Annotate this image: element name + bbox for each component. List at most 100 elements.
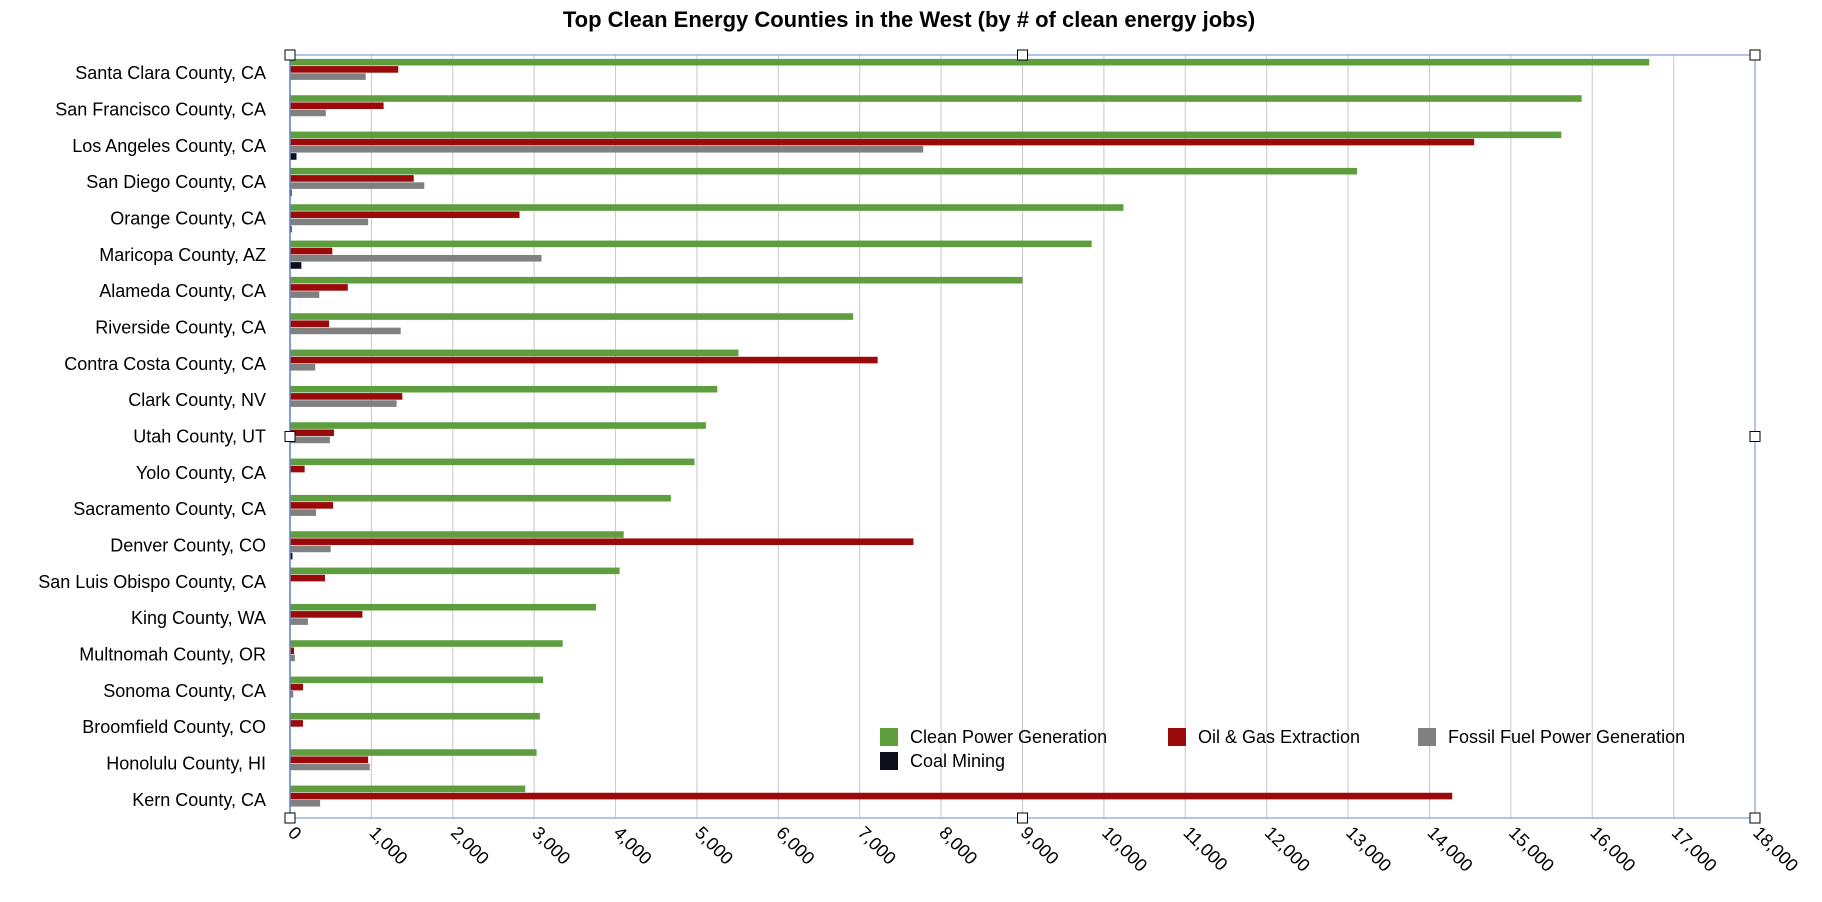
category-label: King County, WA	[131, 608, 266, 628]
bar	[290, 95, 1582, 102]
bar	[290, 465, 305, 473]
bar	[290, 574, 325, 582]
bar	[290, 502, 334, 509]
x-tick-label: 16,000	[1586, 823, 1639, 876]
legend-swatch	[1168, 728, 1186, 746]
resize-handle[interactable]	[1017, 49, 1028, 61]
category-label: Denver County, CO	[110, 536, 266, 556]
x-tick-label: 14,000	[1424, 823, 1477, 876]
x-tick-label: 6,000	[772, 823, 818, 869]
bar	[290, 247, 333, 255]
plot-frame	[284, 49, 1761, 824]
resize-handle[interactable]	[284, 431, 296, 442]
category-label: Maricopa County, AZ	[99, 245, 266, 265]
bar	[290, 225, 292, 233]
bar	[290, 720, 304, 727]
resize-handle[interactable]	[1749, 431, 1761, 442]
resize-handle[interactable]	[1749, 49, 1761, 61]
category-label: Utah County, UT	[133, 427, 266, 447]
category-labels: Santa Clara County, CA San Francisco Coun…	[38, 63, 266, 810]
x-tick-label: 15,000	[1505, 823, 1558, 876]
bar	[290, 153, 297, 160]
x-tick-label: 5,000	[691, 823, 737, 869]
x-tick-label: 2,000	[447, 823, 493, 869]
bar	[290, 756, 369, 764]
x-tick-label: 4,000	[610, 823, 656, 869]
bar	[290, 102, 384, 110]
bar	[290, 400, 397, 407]
legend-label: Fossil Fuel Power Generation	[1448, 727, 1685, 747]
bar	[290, 799, 321, 807]
bar	[290, 545, 331, 553]
category-label: San Diego County, CA	[86, 172, 266, 192]
x-tick-label: 1,000	[366, 823, 412, 869]
category-label: Sonoma County, CA	[103, 681, 266, 701]
category-label: Clark County, NV	[128, 390, 266, 410]
category-label: Broomfield County, CO	[82, 717, 266, 737]
x-tick-label: 13,000	[1342, 823, 1395, 876]
bar	[290, 429, 334, 437]
category-label: Riverside County, CA	[95, 318, 266, 338]
x-tick-label: 11,000	[1179, 823, 1231, 875]
category-label: Alameda County, CA	[99, 281, 266, 301]
bar	[290, 640, 563, 647]
bar	[290, 73, 366, 80]
legend-swatch	[1418, 728, 1436, 746]
bar	[290, 138, 1475, 146]
category-label: Sacramento County, CA	[73, 499, 266, 519]
bar	[290, 792, 1453, 800]
bar	[290, 393, 403, 400]
category-label: San Francisco County, CA	[55, 100, 266, 120]
bar	[290, 109, 326, 117]
x-tick-label: 12,000	[1261, 823, 1314, 876]
resize-handle[interactable]	[1749, 812, 1761, 824]
category-label: Kern County, CA	[132, 790, 266, 810]
category-label: Orange County, CA	[110, 209, 266, 229]
bar	[290, 211, 520, 219]
category-label: Santa Clara County, CA	[75, 63, 266, 83]
bar	[290, 611, 363, 618]
bar	[290, 509, 317, 516]
bar	[290, 422, 706, 429]
bar	[290, 683, 304, 691]
bar	[290, 291, 320, 298]
bar	[290, 182, 425, 189]
x-tick-label: 18,000	[1749, 823, 1802, 876]
bar	[290, 66, 399, 73]
x-tick-label: 10,000	[1098, 823, 1151, 876]
bar	[290, 763, 370, 771]
resize-handle[interactable]	[284, 49, 296, 61]
legend: Clean Power Generation Oil & Gas Extracti…	[880, 727, 1685, 771]
bar	[290, 320, 330, 328]
bar	[290, 494, 671, 502]
bar	[290, 327, 401, 335]
x-tick-label: 0	[284, 823, 305, 844]
category-label: Yolo County, CA	[136, 463, 266, 483]
bar	[290, 363, 316, 371]
category-label: Contra Costa County, CA	[64, 354, 266, 374]
bar	[290, 749, 537, 756]
bar	[290, 167, 1358, 175]
bars	[290, 58, 1650, 807]
bar	[290, 131, 1562, 139]
bar	[290, 262, 302, 269]
x-tick-labels: 0 1,000 2,000 3,000 4,000 5,000 6,000 7,000 8,00…	[284, 823, 1802, 876]
bar	[290, 385, 718, 393]
bar	[290, 204, 1124, 211]
legend-label: Oil & Gas Extraction	[1198, 727, 1360, 747]
x-tick-label: 3,000	[528, 823, 574, 869]
resize-handle[interactable]	[1017, 812, 1028, 824]
bar	[290, 676, 544, 684]
x-tick-label: 17,000	[1668, 823, 1721, 876]
category-label: Honolulu County, HI	[106, 754, 266, 774]
bar	[290, 284, 348, 291]
bar	[290, 240, 1092, 248]
legend-label: Coal Mining	[910, 751, 1005, 771]
legend-swatch	[880, 728, 898, 746]
bar	[290, 538, 914, 546]
legend-label: Clean Power Generation	[910, 727, 1107, 747]
resize-handle[interactable]	[284, 812, 296, 824]
category-label: Multnomah County, OR	[79, 645, 266, 665]
chart-title: Top Clean Energy Counties in the West (b…	[563, 7, 1255, 32]
